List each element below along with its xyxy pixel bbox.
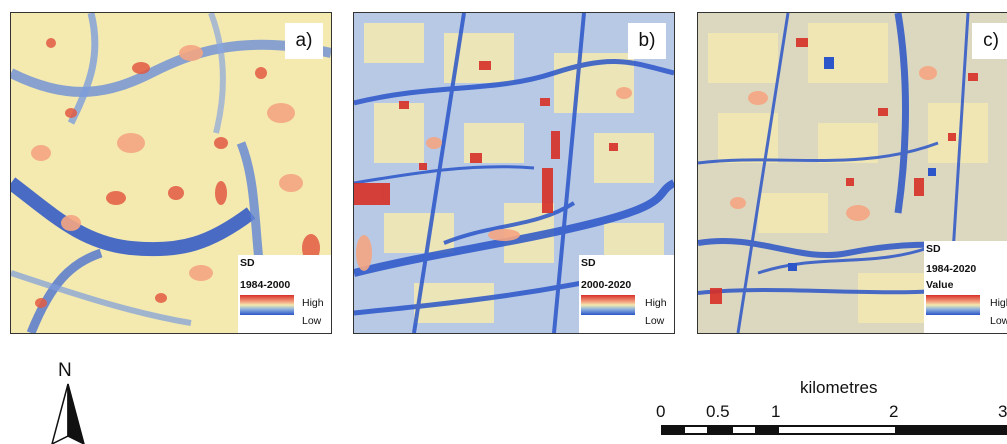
scale-tick-2: 2 — [889, 402, 899, 421]
north-label: N — [58, 360, 72, 381]
legend-high-label: High — [645, 297, 667, 309]
map-panel-c: c) SD 1984-2020 Value High Low — [697, 12, 1007, 334]
panel-label: a) — [285, 23, 323, 59]
color-ramp — [926, 295, 980, 315]
sd-raster-map-a — [11, 13, 331, 333]
scale-bar-title: kilometres — [800, 378, 878, 397]
map-legend: SD 2000-2020 High Low — [579, 255, 674, 333]
legend-period: 1984-2000 — [240, 279, 291, 291]
panel-label: b) — [628, 23, 666, 59]
scale-tick-0-5: 0.5 — [706, 402, 730, 421]
legend-value-label: Value — [926, 279, 954, 291]
map-panel-a: a) SD 1984-2000 High Low — [10, 12, 332, 334]
panel-label: c) — [972, 23, 1007, 59]
legend-high-label: High — [302, 297, 324, 309]
color-ramp — [581, 295, 635, 315]
map-legend: SD 1984-2020 Value High Low — [924, 241, 1007, 333]
scale-tick-1: 1 — [771, 402, 781, 421]
legend-low-label: Low — [645, 315, 665, 327]
legend-period: 2000-2020 — [581, 279, 632, 291]
legend-period: 1984-2020 — [926, 263, 977, 275]
north-arrow-icon — [51, 383, 85, 444]
scale-tick-3: 3 — [998, 402, 1007, 421]
legend-title: SD — [240, 257, 255, 269]
map-panel-b: b) SD 2000-2020 High Low — [353, 12, 675, 334]
color-ramp — [240, 295, 294, 315]
map-legend: SD 1984-2000 High Low — [238, 255, 331, 333]
legend-title: SD — [926, 243, 941, 255]
legend-low-label: Low — [302, 315, 322, 327]
scale-bar — [661, 425, 1007, 435]
legend-low-label: Low — [990, 315, 1007, 327]
scale-tick-0: 0 — [656, 402, 666, 421]
legend-title: SD — [581, 257, 596, 269]
legend-high-label: High — [990, 297, 1007, 309]
